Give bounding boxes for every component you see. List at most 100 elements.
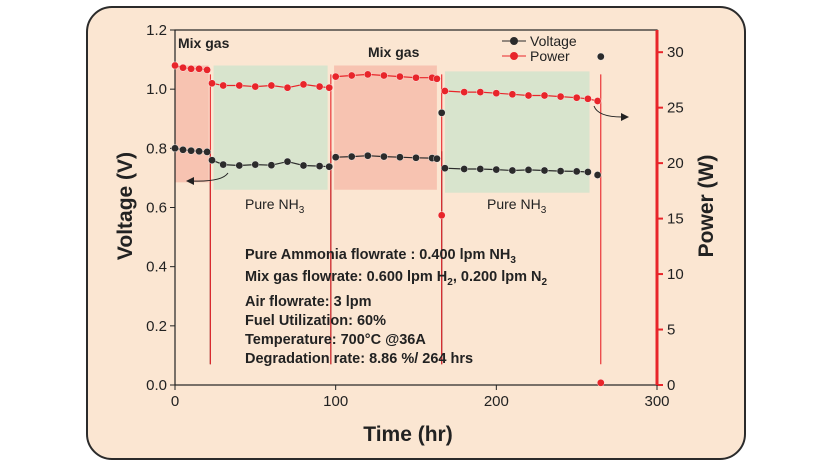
info-fuel-utilization: Fuel Utilization: 60% (245, 313, 386, 329)
legend-voltage-marker (510, 37, 518, 45)
right-tick-label: 0 (667, 377, 675, 394)
info-mix-gas-flowrate-text-b: , 0.200 lpm N (453, 269, 542, 285)
power-point (347, 71, 356, 80)
power-point (433, 75, 441, 83)
pure-nh3-label-2-main: Pure NH (487, 196, 541, 212)
power-point (219, 81, 227, 90)
left-tick-label: 0.6 (146, 200, 167, 217)
voltage-point (325, 162, 334, 171)
power-point (325, 83, 334, 92)
voltage-point (235, 161, 244, 170)
voltage-line (444, 167, 588, 173)
voltage-point (283, 157, 292, 166)
info-mix-gas-flowrate-sub1: 2 (447, 277, 453, 288)
legend-power-marker (510, 52, 518, 60)
right-axis-title: Power (W) (695, 155, 718, 258)
power-point (441, 87, 449, 95)
power-point (283, 83, 292, 92)
voltage-point (380, 152, 388, 161)
left-tick-label: 1.0 (146, 81, 167, 98)
voltage-point (584, 168, 592, 176)
right-axis: 0 5 10 15 20 25 30 (655, 30, 684, 394)
voltage-point (315, 162, 324, 170)
x-axis-title: Time (hr) (363, 423, 452, 446)
voltage-point (331, 153, 340, 161)
experiment-info: Pure Ammonia flowrate : 0.400 lpm NH3 Mi… (245, 247, 547, 367)
voltage-point (572, 167, 581, 176)
voltage-point (187, 146, 195, 155)
power-point (396, 72, 404, 81)
voltage-point (208, 156, 216, 164)
power-point (187, 65, 195, 73)
legend-power-label: Power (530, 48, 570, 64)
power-point (299, 80, 308, 89)
info-degradation-rate: Degradation rate: 8.86 %/ 264 hrs (245, 351, 473, 367)
power-point (437, 211, 446, 220)
power-arrow (593, 105, 629, 121)
info-mix-gas-flowrate-sub2: 2 (541, 277, 547, 288)
voltage-point (347, 152, 356, 161)
left-tick-label: 0.4 (146, 259, 167, 276)
left-axis-title: Voltage (V) (114, 152, 137, 260)
pure-nh3-label-2: Pure NH3 (487, 196, 547, 216)
power-point (508, 90, 517, 99)
voltage-point (363, 151, 372, 160)
left-tick-label: 1.2 (146, 22, 167, 39)
power-point (412, 73, 420, 82)
right-tick-label: 30 (667, 44, 684, 61)
info-temperature: Temperature: 700°C @36A (245, 332, 426, 348)
pure-nh3-label-1: Pure NH3 (245, 196, 305, 216)
power-point (251, 82, 260, 91)
voltage-point (171, 144, 179, 153)
voltage-point (597, 52, 605, 61)
right-tick-label: 10 (667, 266, 684, 283)
voltage-point (396, 153, 404, 161)
info-mix-gas-flowrate-text-a: Mix gas flowrate: 0.600 lpm H (245, 269, 447, 285)
mix-gas-label-1: Mix gas (178, 35, 230, 51)
power-point (524, 91, 533, 100)
power-point (179, 63, 187, 72)
region-mix-3 (334, 65, 437, 190)
power-point (363, 70, 372, 79)
voltage-point (219, 160, 227, 169)
voltage-point (299, 161, 308, 170)
voltage-point (179, 145, 187, 154)
power-point (460, 88, 469, 96)
right-tick-label: 20 (667, 155, 684, 172)
series-points (171, 52, 605, 387)
bottom-tick-label: 100 (323, 393, 348, 410)
voltage-point (540, 166, 549, 175)
power-point (380, 71, 388, 80)
bottom-tick-label: 200 (484, 393, 509, 410)
right-tick-label: 5 (667, 322, 675, 339)
power-point (315, 82, 324, 91)
power-point (208, 79, 216, 88)
pure-nh3-label-2-sub: 3 (541, 205, 547, 216)
power-point (556, 92, 565, 101)
voltage-point (203, 148, 211, 156)
info-air-flowrate: Air flowrate: 3 lpm (245, 294, 372, 310)
power-point (331, 72, 340, 81)
power-point (235, 81, 244, 90)
bottom-axis: 0 100 200 300 (171, 385, 670, 410)
power-point (476, 88, 485, 96)
voltage-point (251, 160, 260, 169)
voltage-point (441, 164, 449, 172)
voltage-point (524, 166, 533, 174)
pure-nh3-label-1-sub: 3 (299, 205, 305, 216)
power-point (492, 89, 501, 97)
legend: Voltage Power (502, 33, 577, 64)
voltage-point (508, 166, 517, 175)
pure-nh3-label-1-main: Pure NH (245, 196, 299, 212)
right-tick-label: 25 (667, 100, 684, 117)
info-mix-gas-flowrate: Mix gas flowrate: 0.600 lpm H2, 0.200 lp… (245, 269, 547, 288)
voltage-arrow (186, 172, 229, 185)
region-mix-1 (175, 65, 209, 183)
voltage-point (556, 167, 565, 175)
right-tick-label: 15 (667, 211, 684, 228)
power-point (171, 61, 179, 70)
left-axis: 0.0 0.2 0.4 0.6 0.8 1.0 1.2 (146, 22, 175, 394)
voltage-point (492, 165, 501, 174)
voltage-point (195, 147, 203, 156)
